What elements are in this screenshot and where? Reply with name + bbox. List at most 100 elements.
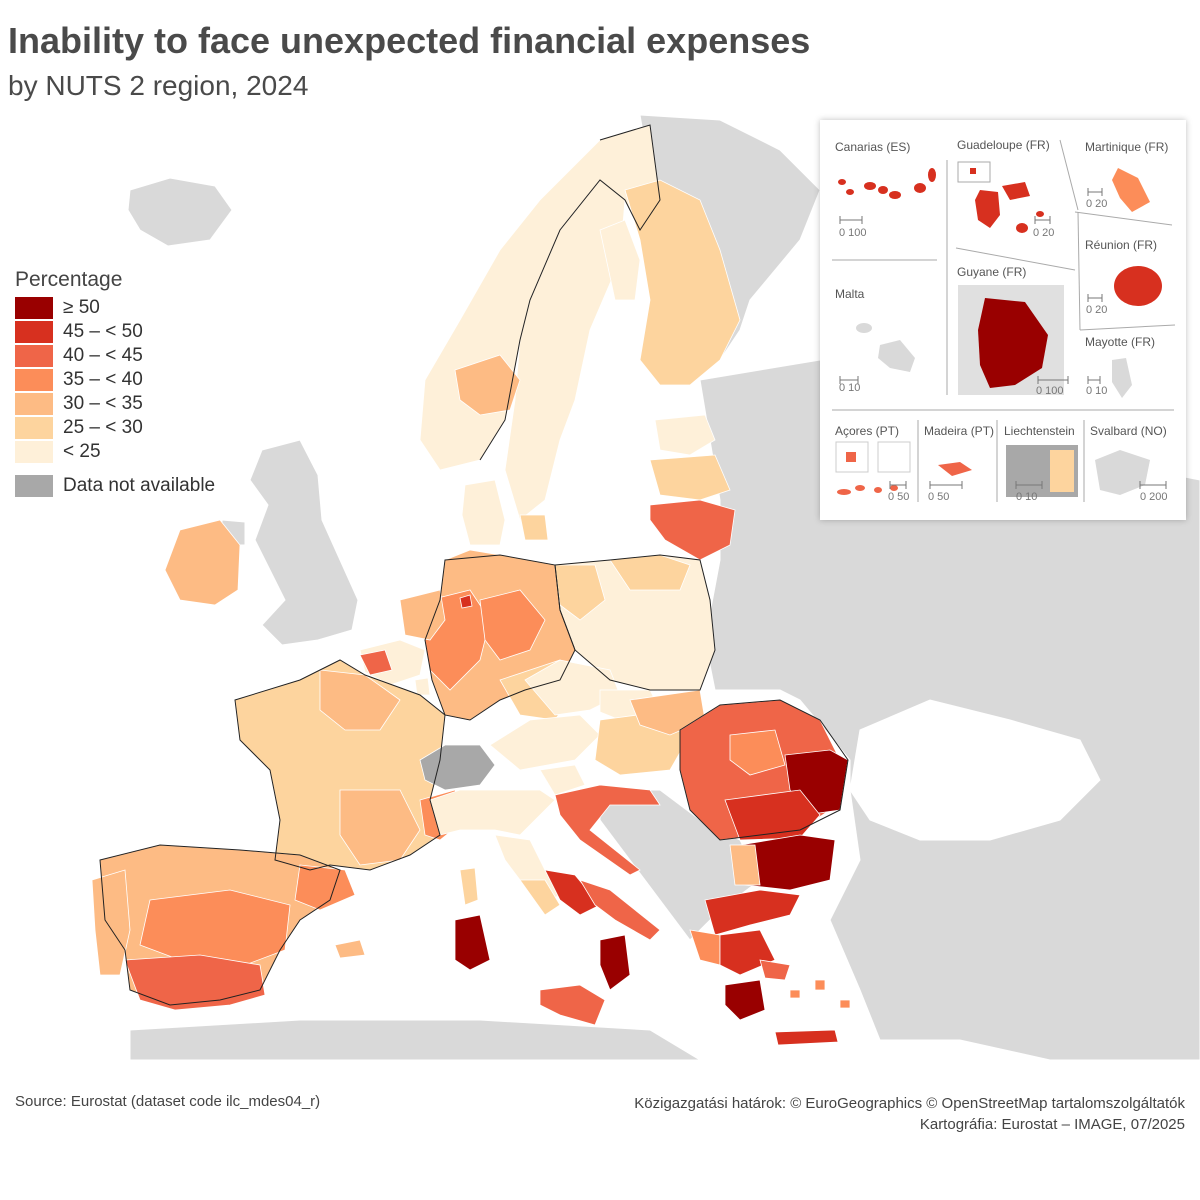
iceland-shape	[127, 177, 233, 247]
region-finland-south	[599, 219, 641, 301]
acores-islands	[835, 441, 911, 495]
legend-swatch	[15, 297, 53, 319]
scale-label-madeira: 0 50	[928, 491, 950, 503]
region-switzerland	[419, 744, 496, 791]
region-greece-attica	[759, 959, 791, 981]
inset-label-martinique: Martinique (FR)	[1085, 140, 1169, 154]
north-africa-shape	[129, 1019, 701, 1060]
legend-title: Percentage	[15, 268, 123, 291]
region-italy-north	[429, 789, 556, 836]
border-iberia	[99, 844, 341, 1006]
boundaries-credit: Közigazgatási határok: © EuroGeographics…	[634, 1095, 1185, 1112]
legend-item-35-40: 35 – < 40	[15, 368, 215, 392]
legend-swatch	[15, 441, 53, 463]
region-finland	[624, 179, 741, 386]
scale-label-canarias: 0 100	[839, 227, 867, 239]
scale-label-reunion: 0 20	[1086, 304, 1108, 316]
border-romania	[679, 699, 849, 841]
region-slovenia	[539, 764, 586, 796]
region-spain-andalucia	[124, 954, 266, 1011]
scale-label-liechtenstein: 0 10	[1016, 491, 1038, 503]
region-denmark	[461, 479, 506, 546]
uk-shape	[249, 439, 359, 646]
region-greece-west	[689, 929, 721, 966]
map-subtitle: by NUTS 2 region, 2024	[8, 70, 309, 101]
region-italy-calabria	[599, 934, 631, 991]
black-sea-shape	[849, 699, 1101, 841]
inset-label-reunion: Réunion (FR)	[1085, 238, 1158, 252]
legend-item-30-35: 30 – < 35	[15, 392, 215, 416]
map-title: Inability to face unexpected financial e…	[8, 20, 811, 61]
region-lithuania	[649, 499, 736, 561]
region-luxembourg	[414, 677, 431, 696]
malta-islands	[856, 323, 915, 372]
legend-swatch	[15, 393, 53, 415]
scale-label-guadeloupe: 0 20	[1033, 227, 1055, 239]
region-sardinia	[454, 914, 491, 971]
region-germany-central	[479, 589, 546, 661]
legend-swatch	[15, 345, 53, 367]
region-latvia	[649, 454, 731, 501]
inset-panel: Canarias (ES) Guadeloupe (FR) Martinique…	[820, 120, 1186, 520]
credits: Közigazgatási határok: © EuroGeographics…	[634, 1093, 1185, 1135]
scale-label-guyane: 0 100	[1036, 385, 1064, 397]
inset-label-liechtenstein: Liechtenstein	[1004, 424, 1075, 438]
region-portugal	[91, 869, 131, 976]
border-poland	[554, 554, 716, 691]
region-netherlands	[399, 589, 446, 641]
svalbard-islands	[1095, 450, 1150, 495]
legend-item-below-25: < 25	[15, 440, 215, 464]
legend-swatch	[15, 475, 53, 497]
guadeloupe-islands	[957, 161, 1044, 233]
region-romania-centre	[729, 729, 786, 776]
europe-choropleth-map	[91, 114, 1200, 1060]
inset-label-madeira: Madeira (PT)	[924, 424, 995, 438]
scale-label-mayotte: 0 10	[1086, 385, 1108, 397]
scale-label-martinique: 0 20	[1086, 198, 1108, 210]
region-bulgaria-west	[729, 844, 761, 886]
region-romania-south	[724, 789, 821, 841]
inset-maps	[832, 139, 1176, 502]
region-norway-inland	[454, 354, 521, 416]
region-estonia	[654, 414, 716, 456]
border-france	[234, 659, 446, 871]
inset-label-malta: Malta	[835, 287, 865, 301]
madeira-island	[938, 462, 972, 476]
legend-item-40-45: 40 – < 45	[15, 344, 215, 368]
inset-label-svalbard: Svalbard (NO)	[1090, 424, 1167, 438]
region-corsica	[459, 867, 479, 906]
scale-label-svalbard: 0 200	[1140, 491, 1168, 503]
canarias-islands	[838, 168, 936, 199]
inset-label-guyane: Guyane (FR)	[957, 265, 1027, 279]
martinique-island	[1112, 168, 1150, 212]
region-italy-campania	[544, 869, 601, 916]
reunion-island	[1114, 266, 1162, 306]
legend-swatch	[15, 369, 53, 391]
region-balearic	[334, 939, 366, 959]
region-italy-puglia	[579, 879, 661, 941]
region-germany-bremen	[459, 594, 473, 609]
region-italy-lazio	[519, 879, 561, 916]
legend-item-45-50: 45 – < 50	[15, 320, 215, 344]
region-aegean-islands	[789, 979, 851, 1009]
map-legend: Percentage ≥ 50 45 – < 50 40 – < 45 35 –…	[15, 268, 215, 498]
region-denmark-zealand	[519, 514, 549, 541]
legend-item-50-plus: ≥ 50	[15, 296, 215, 320]
mayotte-island	[1112, 358, 1132, 398]
region-crete	[774, 1029, 839, 1046]
legend-swatch	[15, 321, 53, 343]
cartography-credit: Kartográfia: Eurostat – IMAGE, 07/2025	[919, 1116, 1185, 1133]
region-ireland	[164, 519, 241, 606]
border-scandinavia	[479, 124, 661, 461]
region-austria	[489, 714, 601, 771]
legend-item-25-30: 25 – < 30	[15, 416, 215, 440]
legend-item-na: Data not available	[15, 474, 215, 498]
region-spain-centre	[139, 889, 291, 966]
legend-swatch	[15, 417, 53, 439]
region-croatia	[554, 784, 661, 876]
inset-label-guadeloupe: Guadeloupe (FR)	[957, 138, 1050, 152]
inset-label-canarias: Canarias (ES)	[835, 140, 911, 154]
region-peloponnese	[724, 979, 766, 1021]
scale-label-malta: 0 10	[839, 382, 861, 394]
inset-label-mayotte: Mayotte (FR)	[1085, 335, 1156, 349]
